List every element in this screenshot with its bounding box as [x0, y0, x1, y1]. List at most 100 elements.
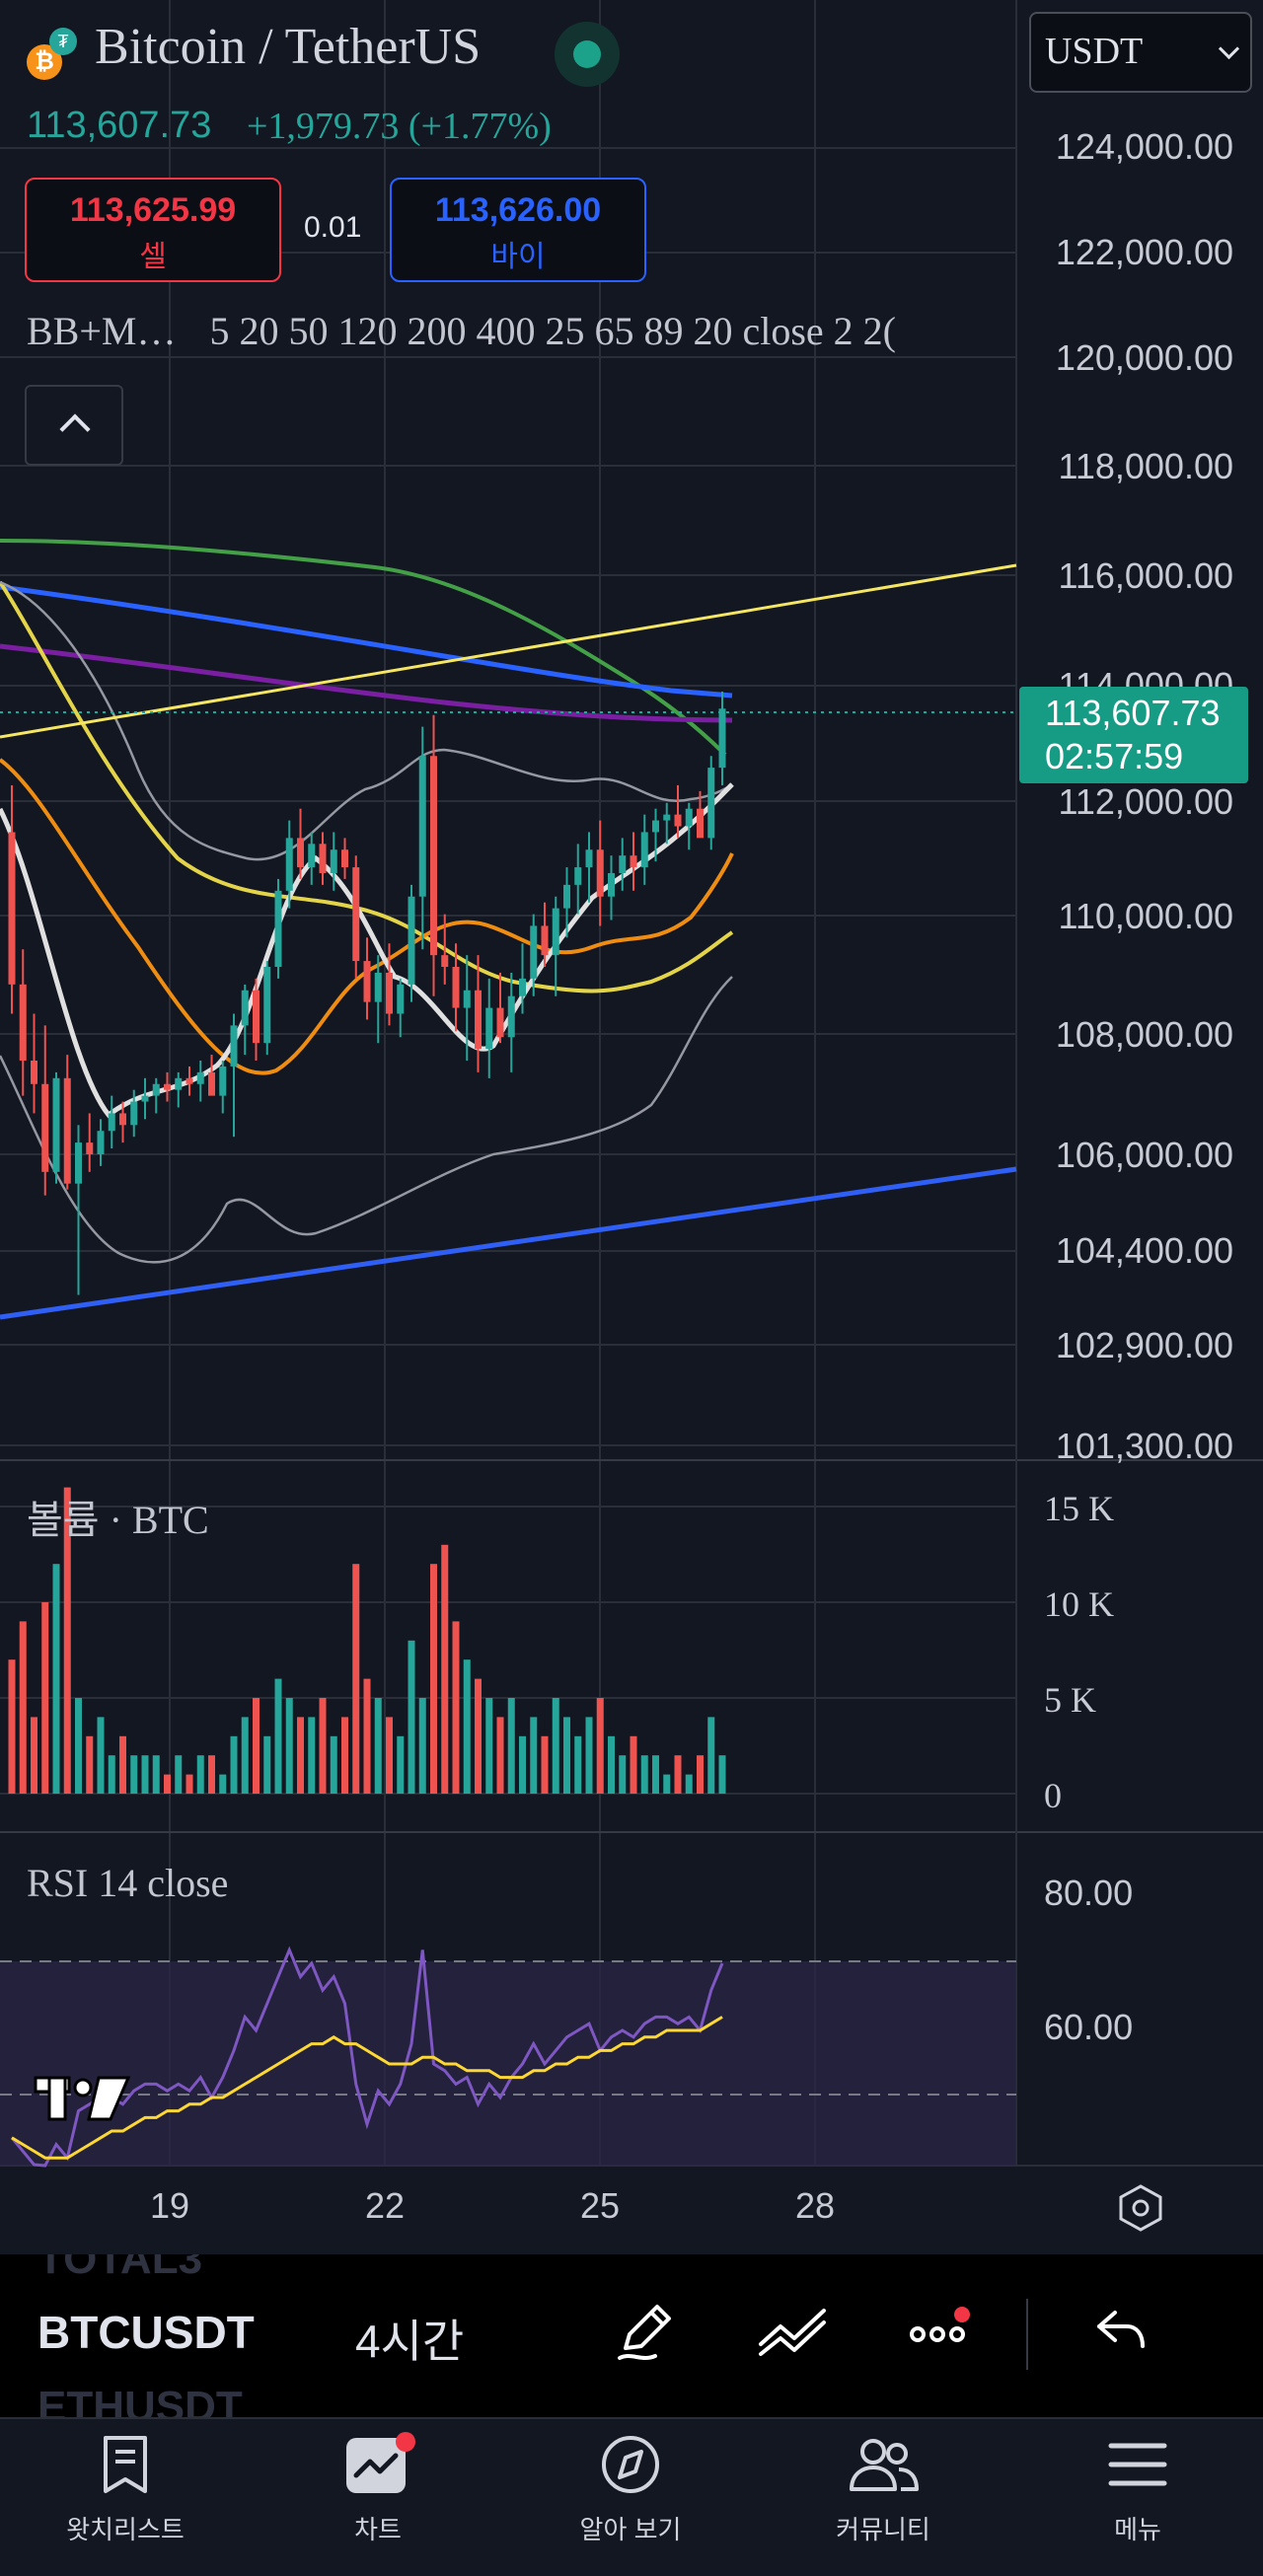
candle-body: [374, 972, 382, 1002]
volume-bar: [718, 1755, 726, 1794]
volume-bar: [230, 1735, 238, 1794]
candle-body: [530, 925, 538, 979]
candle-body: [585, 849, 593, 868]
collapse-legend-button[interactable]: [25, 385, 123, 466]
symbol-selector[interactable]: BTCUSDT: [37, 2307, 255, 2358]
candle-body: [707, 768, 715, 839]
volume-bar: [274, 1678, 282, 1794]
candle-body: [507, 995, 515, 1038]
volume-bar: [19, 1621, 27, 1794]
candle-body: [386, 972, 393, 1014]
volume-bar: [663, 1774, 671, 1794]
more-options-button[interactable]: [906, 2297, 975, 2371]
currency-select[interactable]: USDT: [1029, 12, 1252, 93]
volume-bar: [208, 1755, 215, 1794]
time-axis-tick: 19: [149, 2185, 190, 2226]
buy-button[interactable]: 113,626.00 바이: [390, 178, 646, 282]
tab-bar: [0, 2417, 1263, 2576]
volume-bar: [363, 1678, 371, 1794]
volume-bar: [408, 1640, 415, 1794]
candle-body: [41, 1083, 49, 1172]
price-axis-tick: 120,000.00: [1055, 337, 1233, 378]
volume-bar: [75, 1698, 82, 1794]
volume-series: [8, 1487, 726, 1794]
next-symbol[interactable]: ETHUSDT: [37, 2383, 243, 2417]
candle-body: [697, 808, 704, 839]
market-open-dot: [573, 40, 601, 68]
volume-bar: [196, 1755, 204, 1794]
volume-axis-tick: 10 K: [1044, 1584, 1114, 1624]
volume-bar: [253, 1698, 260, 1794]
candle-body: [19, 984, 27, 1061]
candle-body: [341, 849, 348, 868]
previous-symbol[interactable]: TOTAL3: [37, 2254, 203, 2283]
tab-community-label: 커뮤니티: [836, 2515, 930, 2544]
volume-bar: [308, 1717, 316, 1794]
interval-selector[interactable]: 4시간: [355, 2316, 465, 2367]
candle-body: [186, 1077, 193, 1084]
volume-pane-title[interactable]: 볼륨 · BTC: [27, 1498, 209, 1542]
price-change: +1,979.73 (+1.77%): [247, 106, 552, 147]
volume-bar: [640, 1755, 648, 1794]
volume-bar: [463, 1659, 471, 1794]
tab-chart[interactable]: 차트: [279, 2432, 477, 2546]
tab-community[interactable]: 커뮤니티: [784, 2432, 982, 2546]
candle-body: [552, 908, 559, 956]
indicator-name: BB+M…: [27, 309, 177, 353]
drawing-tool-button[interactable]: [612, 2297, 681, 2371]
symbol-title[interactable]: Bitcoin / TetherUS: [95, 19, 482, 75]
volume-bar: [397, 1735, 405, 1794]
volume-bar: [563, 1717, 570, 1794]
volume-bar: [52, 1564, 60, 1794]
volume-bar: [418, 1698, 426, 1794]
currency-select-value: USDT: [1045, 31, 1144, 72]
indicator-legend[interactable]: BB+M… 5 20 50 120 200 400 25 65 89 20 cl…: [27, 308, 1003, 354]
candle-body: [663, 814, 671, 821]
candle-body: [619, 855, 627, 873]
volume-bar: [297, 1717, 304, 1794]
candle-body: [475, 990, 482, 1050]
candle-body: [430, 756, 437, 956]
rsi-axis-tick: 60.00: [1044, 2007, 1134, 2047]
candle-body: [164, 1083, 171, 1090]
volume-bar: [452, 1621, 460, 1794]
volume-axis-tick: 5 K: [1044, 1680, 1096, 1720]
tab-watchlist[interactable]: 왓치리스트: [27, 2432, 224, 2546]
candle-body: [330, 849, 337, 873]
volume-bar: [186, 1774, 193, 1794]
tradingview-logo[interactable]: [32, 2072, 134, 2127]
candle-body: [8, 832, 16, 985]
candle-body: [130, 1101, 138, 1126]
spread-value: 0.01: [304, 211, 362, 244]
undo-button[interactable]: [1085, 2297, 1154, 2371]
volume-bar: [119, 1735, 126, 1794]
indicators-button[interactable]: [755, 2297, 834, 2371]
volume-bar: [596, 1698, 604, 1794]
volume-bar: [175, 1755, 183, 1794]
candle-body: [608, 873, 615, 897]
volume-bar: [496, 1717, 504, 1794]
price-axis-tick: 102,900.00: [1055, 1325, 1233, 1365]
volume-bar: [263, 1735, 271, 1794]
volume-axis-tick: 15 K: [1044, 1489, 1114, 1528]
ma-blue-line: [0, 584, 733, 699]
rsi-pane-title[interactable]: RSI 14 close: [27, 1861, 229, 1905]
candle-body: [208, 1071, 215, 1096]
time-axis-tick: 22: [364, 2185, 406, 2226]
candle-body: [519, 978, 526, 996]
ma-orange-line: [0, 758, 734, 1075]
chart-settings-button[interactable]: [1115, 2182, 1166, 2234]
market-status-indicator[interactable]: [555, 22, 620, 87]
price-axis-tick: 104,400.00: [1055, 1230, 1233, 1271]
candle-body: [630, 855, 637, 868]
candle-body: [640, 832, 648, 868]
sell-button[interactable]: 113,625.99 셀: [25, 178, 281, 282]
indicator-overlays: [0, 539, 1017, 1320]
tab-explore[interactable]: 알아 보기: [532, 2432, 729, 2546]
tab-explore-label: 알아 보기: [579, 2515, 682, 2544]
candle-body: [718, 708, 726, 769]
time-grid: [169, 0, 816, 2166]
volume-bar: [152, 1755, 160, 1794]
tab-menu[interactable]: 메뉴: [1039, 2432, 1236, 2546]
